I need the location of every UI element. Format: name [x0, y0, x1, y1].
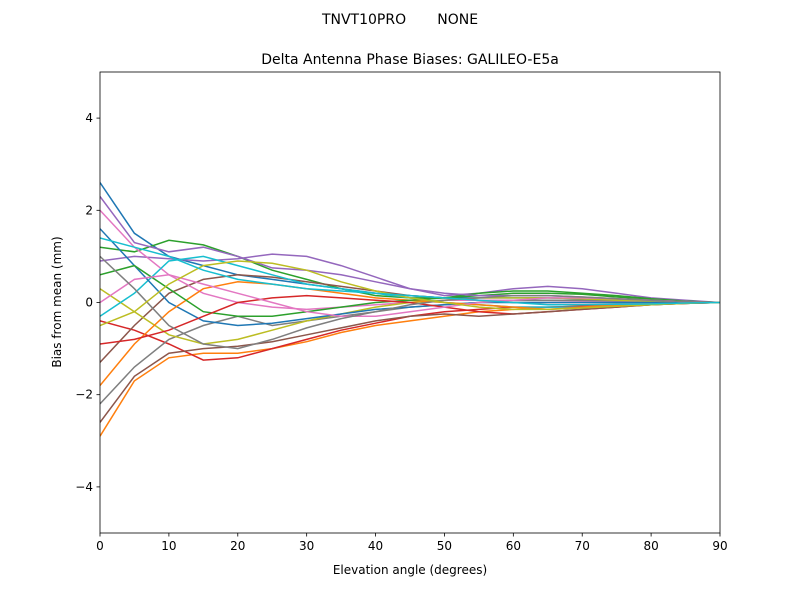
y-tick-label: 4 [85, 111, 93, 125]
series-line-1 [100, 182, 720, 304]
x-tick-label: 50 [437, 539, 452, 553]
series-line-18 [100, 255, 720, 350]
x-tick-label: 90 [712, 539, 727, 553]
series-line-15 [100, 196, 720, 304]
series-line-16 [100, 301, 720, 423]
x-tick-label: 60 [506, 539, 521, 553]
x-tick-label: 20 [230, 539, 245, 553]
y-tick-label: −2 [75, 388, 93, 402]
x-tick-label: 10 [161, 539, 176, 553]
x-tick-label: 30 [299, 539, 314, 553]
chart-title: Delta Antenna Phase Biases: GALILEO-E5a [261, 52, 559, 68]
y-tick-label: 2 [85, 203, 93, 217]
y-axis-label: Bias from mean (mm) [50, 236, 64, 367]
ticks-group: 0 10 20 30 40 50 60 70 80 90 −4 −2 0 2 4 [75, 111, 727, 553]
series-line-11 [100, 228, 720, 327]
figure-suptitle: TNVT10PRO NONE [321, 12, 478, 28]
y-tick-label: −4 [75, 480, 93, 494]
series-line-19 [100, 260, 720, 327]
x-tick-label: 70 [575, 539, 590, 553]
series-line-20 [100, 237, 720, 306]
y-tick-label: 0 [85, 296, 93, 310]
series-line-13 [100, 264, 720, 318]
series-group [100, 182, 720, 437]
x-axis-label: Elevation angle (degrees) [333, 563, 487, 577]
plot-frame [99, 71, 721, 534]
x-tick-label: 40 [368, 539, 383, 553]
x-tick-label: 80 [643, 539, 658, 553]
series-line-2 [100, 301, 720, 437]
x-tick-label: 0 [96, 539, 104, 553]
